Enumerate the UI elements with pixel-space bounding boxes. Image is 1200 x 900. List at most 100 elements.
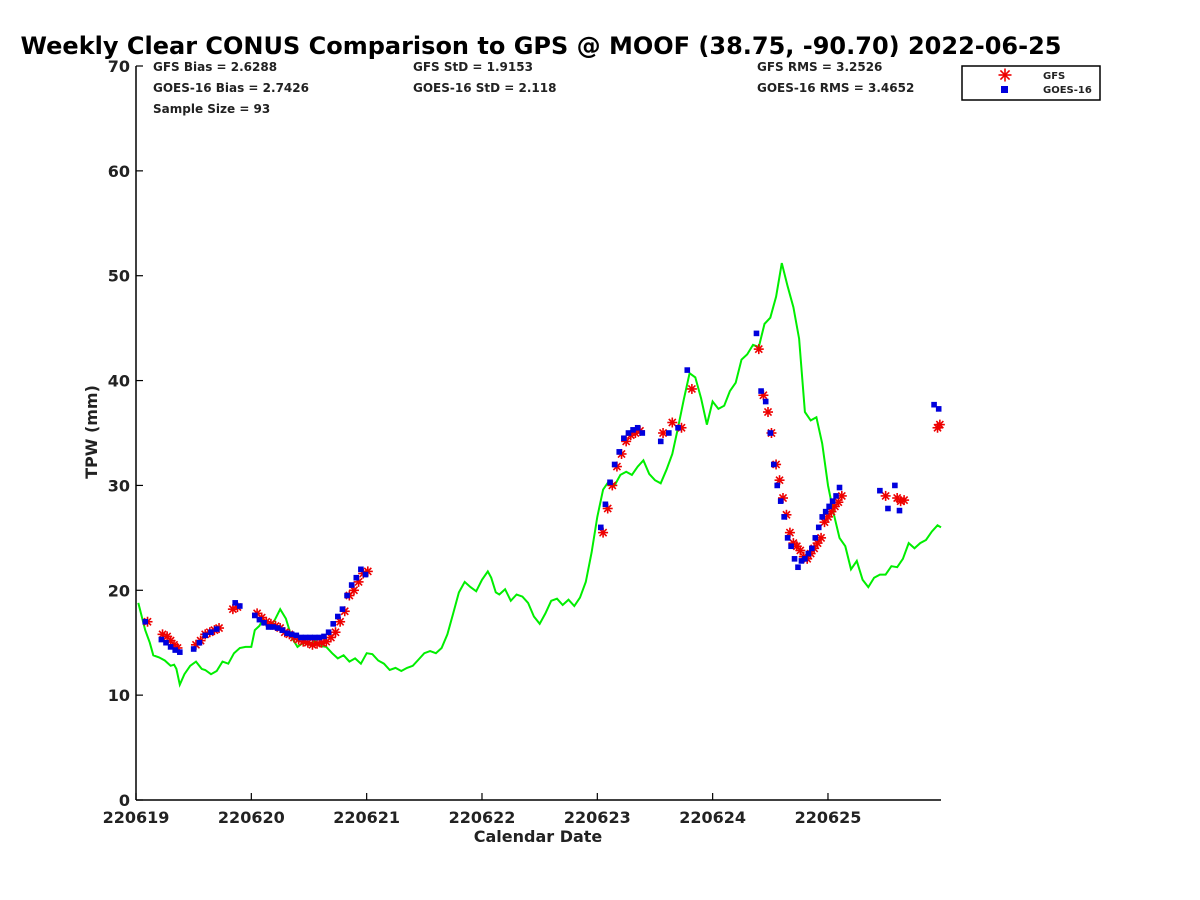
gfs-point bbox=[330, 627, 341, 638]
y-tick-label: 30 bbox=[108, 476, 130, 495]
x-tick-label: 220622 bbox=[449, 808, 516, 827]
goes16-point bbox=[167, 644, 174, 650]
goes16-point bbox=[795, 564, 801, 571]
goes16-point bbox=[822, 508, 829, 515]
goes16-point bbox=[348, 582, 355, 588]
gfs-point bbox=[880, 490, 891, 501]
stat-goes16-rms: GOES-16 RMS = 3.4652 bbox=[757, 81, 914, 95]
stat-goes16-bias: GOES-16 Bias = 2.7426 bbox=[153, 81, 309, 95]
x-tick-label: 220620 bbox=[218, 808, 285, 827]
stat-gfs-std: GFS StD = 1.9153 bbox=[413, 60, 533, 74]
goes16-point bbox=[190, 646, 197, 652]
goes16-point bbox=[158, 636, 165, 643]
goes16-point bbox=[321, 633, 327, 640]
goes16-point bbox=[163, 639, 169, 646]
goes16-point bbox=[335, 613, 341, 620]
goes16-point bbox=[362, 571, 369, 578]
goes16-point bbox=[142, 618, 149, 625]
goes16-point bbox=[784, 535, 791, 541]
goes16-point bbox=[256, 616, 263, 623]
gfs-point bbox=[763, 407, 774, 418]
goes16-point bbox=[896, 507, 903, 514]
goes16-point bbox=[611, 461, 618, 468]
gfs-point bbox=[899, 495, 910, 506]
legend-goes16-marker bbox=[1001, 86, 1008, 93]
goes16-point bbox=[344, 592, 350, 599]
y-tick-label: 50 bbox=[108, 267, 130, 286]
goes16-point bbox=[935, 406, 942, 412]
goes16-point bbox=[616, 449, 623, 455]
stat-gfs-bias: GFS Bias = 2.6288 bbox=[153, 60, 277, 74]
goes16-point bbox=[931, 401, 937, 408]
goes16-point bbox=[325, 629, 332, 636]
goes16-point bbox=[232, 600, 238, 606]
stats-block: GFS Bias = 2.6288 GOES-16 Bias = 2.7426 … bbox=[153, 60, 914, 116]
goes16-point bbox=[805, 550, 812, 557]
goes16-point bbox=[836, 484, 843, 491]
axes: 0 10 20 30 40 50 60 70 220619 220620 220621 220622 2… bbox=[103, 57, 941, 827]
goes16-point bbox=[261, 619, 267, 626]
goes16-point bbox=[279, 627, 286, 633]
goes16-point bbox=[202, 632, 208, 639]
goes16-point bbox=[339, 606, 346, 612]
legend-gfs-label: GFS bbox=[1043, 71, 1065, 82]
goes16-point bbox=[602, 501, 609, 508]
goes16-point bbox=[265, 624, 272, 630]
goes16-point bbox=[788, 543, 794, 550]
x-tick-label: 220621 bbox=[333, 808, 400, 827]
goes16-point bbox=[753, 330, 760, 337]
goes16-point bbox=[634, 424, 641, 431]
goes16-point bbox=[675, 424, 681, 431]
goes16-point bbox=[777, 498, 784, 504]
goes16-point bbox=[819, 514, 826, 520]
stat-sample-size: Sample Size = 93 bbox=[153, 102, 270, 116]
goes16-point bbox=[311, 634, 318, 641]
goes16-point bbox=[236, 603, 243, 609]
goes16-point bbox=[172, 647, 179, 653]
x-tick-label: 220624 bbox=[679, 808, 746, 827]
goes16-point bbox=[213, 626, 220, 632]
goes16-point bbox=[607, 479, 613, 486]
goes16-point bbox=[815, 524, 822, 531]
y-tick-label: 10 bbox=[108, 686, 130, 705]
gfs-point bbox=[934, 419, 945, 430]
goes16-point bbox=[829, 498, 836, 504]
goes16-point bbox=[770, 461, 777, 468]
goes16-point bbox=[833, 493, 839, 499]
y-tick-label: 40 bbox=[108, 372, 130, 391]
goes16-point bbox=[270, 624, 277, 630]
gfs-point bbox=[598, 527, 609, 538]
plot-area bbox=[137, 262, 945, 688]
gfs-point bbox=[686, 383, 697, 394]
goes16-point bbox=[298, 634, 304, 641]
goes16-point bbox=[809, 545, 815, 552]
gfs-point bbox=[784, 527, 795, 538]
goes16-point bbox=[630, 427, 636, 433]
gfs-point bbox=[667, 417, 678, 428]
gfs-point bbox=[658, 428, 669, 438]
goes16-point bbox=[826, 503, 832, 510]
goes16-point bbox=[877, 487, 883, 494]
goes16-point bbox=[666, 430, 672, 436]
goes16-point bbox=[251, 612, 258, 619]
goes16-point bbox=[307, 634, 313, 641]
goes16-point bbox=[621, 435, 627, 442]
legend-gfs-marker bbox=[998, 68, 1012, 82]
y-tick-label: 70 bbox=[108, 57, 130, 76]
goes16-point bbox=[177, 649, 183, 655]
goes16-point bbox=[781, 514, 787, 520]
x-tick-label: 220619 bbox=[103, 808, 170, 827]
goes16-point bbox=[358, 566, 364, 573]
goes16-point bbox=[639, 430, 646, 436]
goes16-point bbox=[684, 367, 691, 373]
goes16-point bbox=[885, 505, 891, 512]
x-tick-label: 220625 bbox=[795, 808, 862, 827]
legend: GFS GOES-16 bbox=[961, 65, 1101, 101]
goes16-point bbox=[330, 621, 337, 627]
goes16-point bbox=[275, 625, 281, 631]
goes16-point bbox=[288, 631, 295, 638]
y-axis-label: TPW (mm) bbox=[82, 385, 101, 479]
stat-gfs-rms: GFS RMS = 3.2526 bbox=[757, 60, 882, 74]
goes16-point bbox=[196, 639, 203, 646]
